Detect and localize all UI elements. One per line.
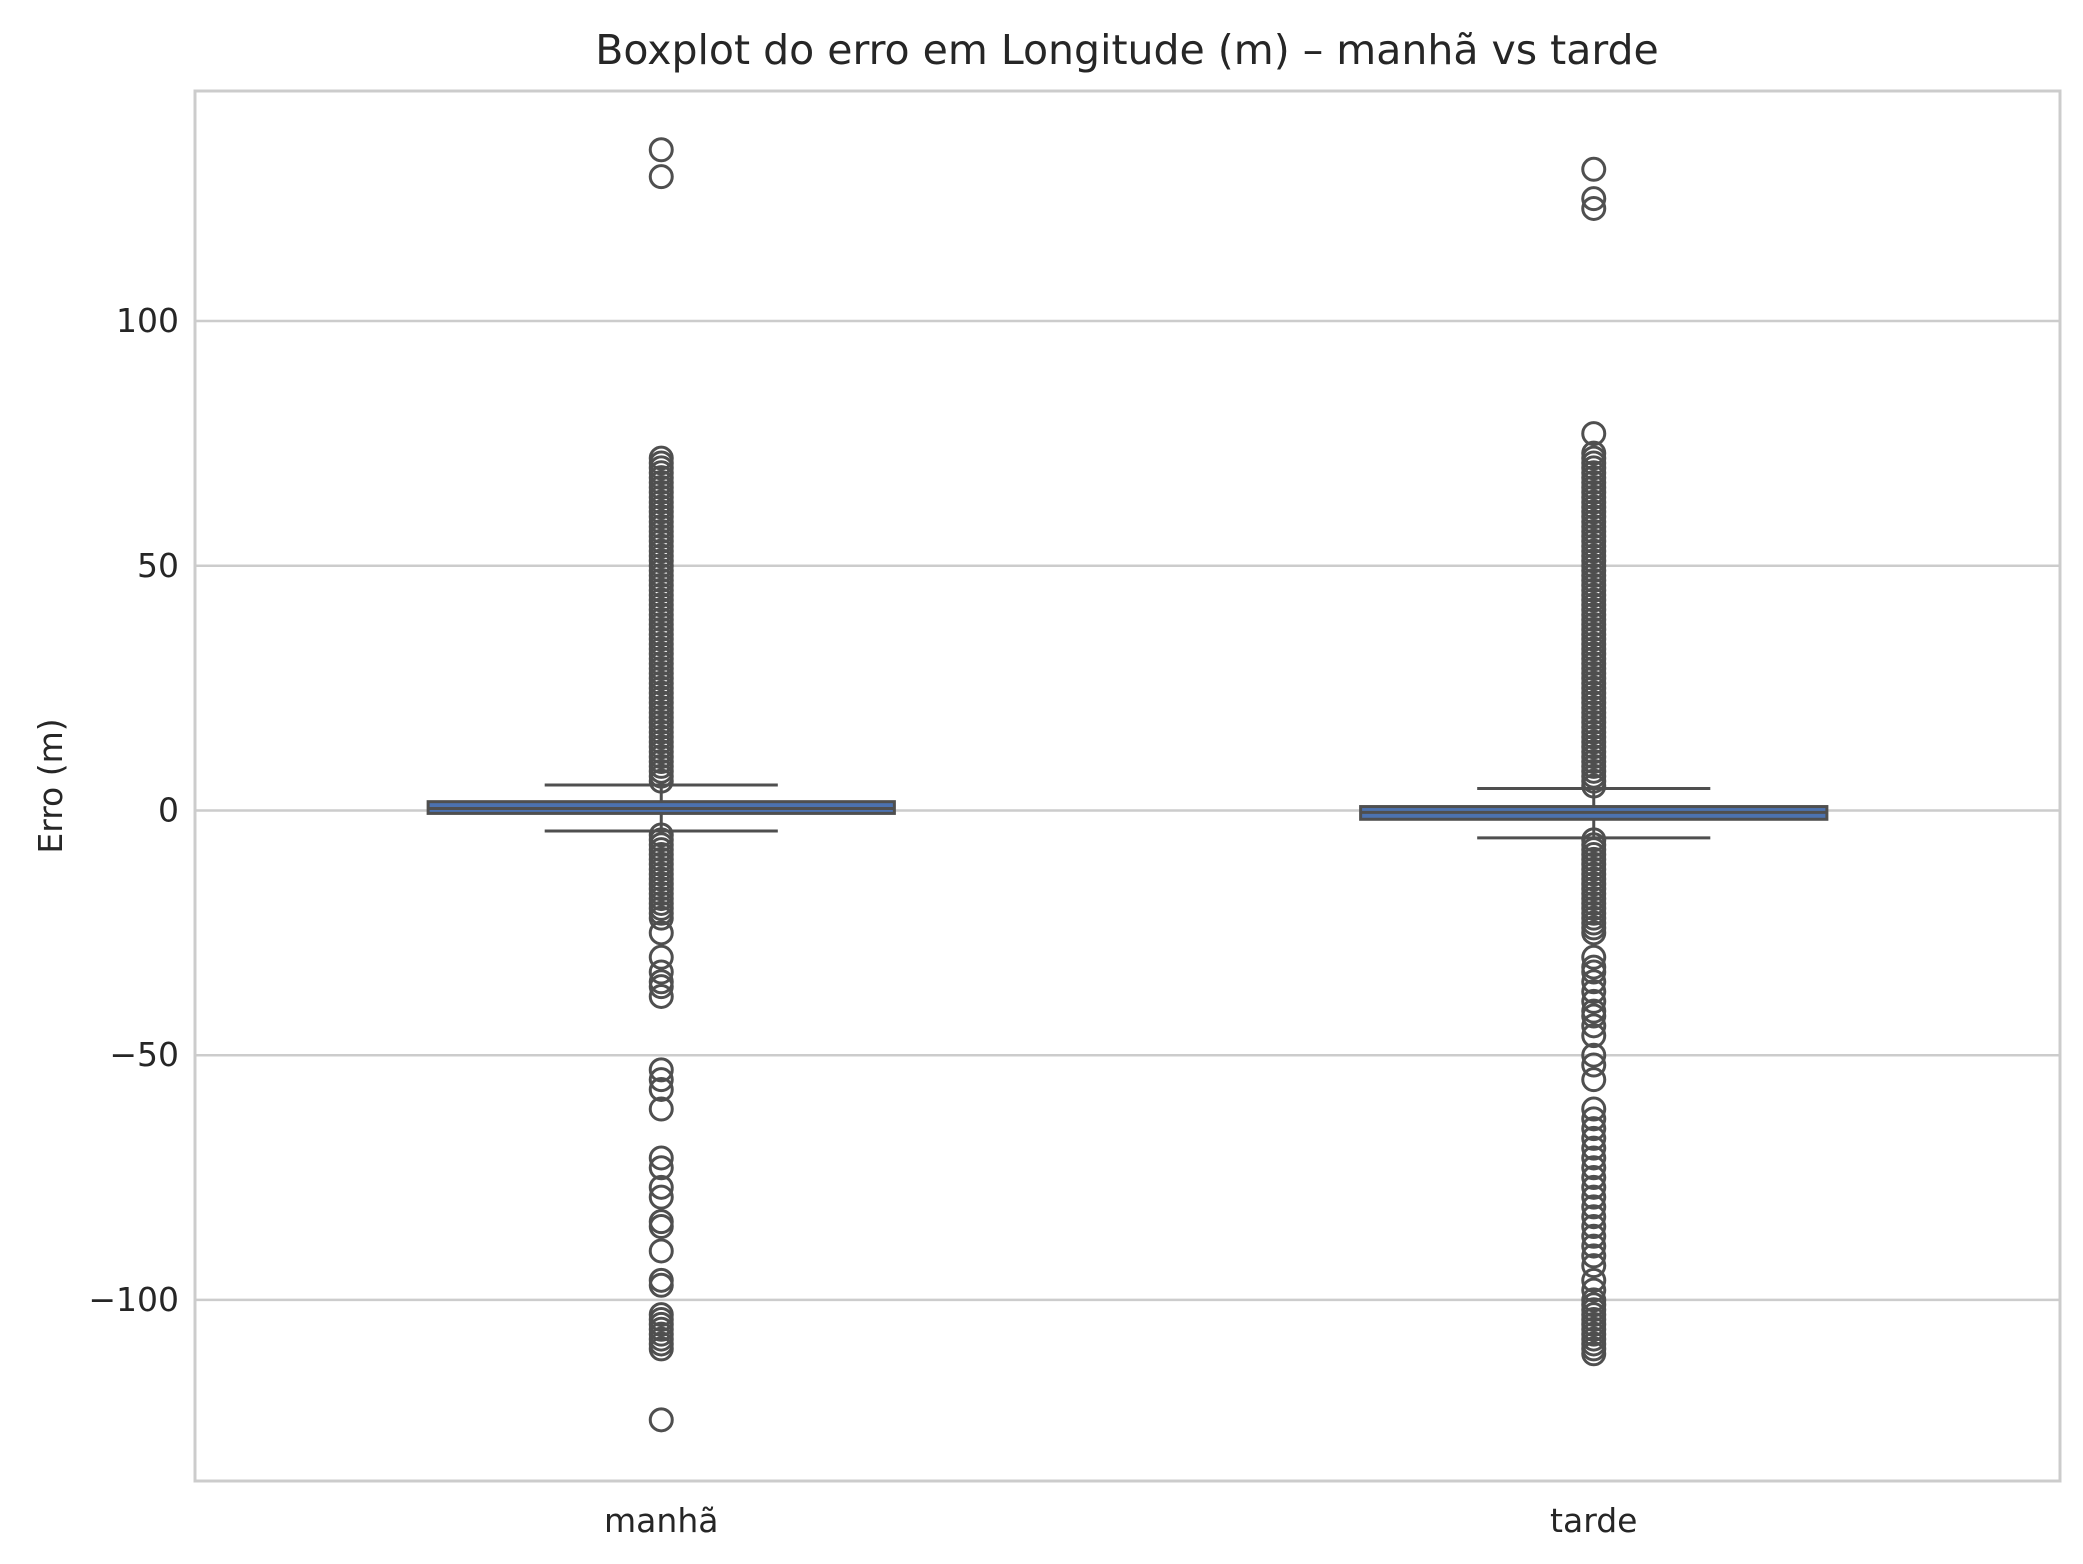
- outlier-point: [1581, 959, 1607, 985]
- outlier-point: [1581, 156, 1607, 182]
- outlier-point: [1581, 421, 1607, 447]
- outlier-point: [1581, 1106, 1607, 1132]
- outlier-point: [1581, 1165, 1607, 1191]
- outlier-point: [648, 944, 674, 970]
- outlier-point: [648, 1336, 674, 1362]
- x-tick-label: manhã: [604, 1501, 718, 1540]
- outlier-point: [648, 905, 674, 931]
- outlier-point: [1581, 1067, 1607, 1093]
- chart-title: Boxplot do erro em Longitude (m) – manhã…: [595, 26, 1658, 74]
- outlier-point: [1581, 1243, 1607, 1269]
- outlier-point: [1581, 1125, 1607, 1151]
- outlier-point: [648, 1213, 674, 1239]
- outlier-point: [1581, 944, 1607, 970]
- outlier-point: [1581, 1023, 1607, 1049]
- outlier-point: [648, 1407, 674, 1433]
- y-axis-label: Erro (m): [31, 718, 70, 853]
- outlier-layer: [648, 137, 1607, 1433]
- outlier-point: [648, 1272, 674, 1298]
- outlier-point: [1581, 1096, 1607, 1122]
- outlier-point: [648, 1145, 674, 1171]
- y-tick-label: 50: [137, 546, 179, 585]
- outlier-point: [648, 1057, 674, 1083]
- outlier-point: [1581, 1013, 1607, 1039]
- outlier-point: [1581, 773, 1607, 799]
- outlier-point: [1581, 1145, 1607, 1171]
- box-group: [426, 783, 896, 833]
- outlier-point: [648, 1067, 674, 1093]
- outlier-point: [1581, 1213, 1607, 1239]
- outlier-point: [648, 1155, 674, 1181]
- plot-frame: [193, 89, 2062, 1483]
- outlier-point: [1581, 1155, 1607, 1181]
- outlier-point: [1581, 1052, 1607, 1078]
- outlier-point: [648, 1238, 674, 1264]
- outlier-point: [1581, 1174, 1607, 1200]
- outlier-point: [1581, 1233, 1607, 1259]
- outlier-point: [648, 1184, 674, 1210]
- outlier-point: [1581, 186, 1607, 212]
- outlier-point: [648, 1096, 674, 1122]
- outlier-point: [1581, 195, 1607, 221]
- outlier-point: [1581, 1135, 1607, 1161]
- outlier-point: [1581, 1267, 1607, 1293]
- y-tick-labels: 100 50 0 −50 −100: [88, 301, 179, 1319]
- y-tick-label: −50: [109, 1035, 179, 1074]
- outlier-point: [1581, 1116, 1607, 1142]
- outlier-point: [1581, 1253, 1607, 1279]
- outlier-point: [1581, 1003, 1607, 1029]
- outlier-point: [1581, 1204, 1607, 1230]
- outlier-point: [648, 164, 674, 190]
- outlier-point: [648, 1076, 674, 1102]
- outlier-point: [1581, 1223, 1607, 1249]
- x-tick-label: tarde: [1550, 1501, 1637, 1540]
- y-tick-label: −100: [88, 1280, 179, 1319]
- outlier-point: [1581, 979, 1607, 1005]
- outlier-point: [1581, 1277, 1607, 1303]
- outlier-point: [1581, 1184, 1607, 1210]
- outlier-point: [648, 983, 674, 1009]
- outlier-point: [648, 137, 674, 163]
- outlier-point: [1581, 920, 1607, 946]
- outlier-point: [1581, 1194, 1607, 1220]
- y-tick-label: 100: [116, 301, 179, 340]
- outlier-point: [1581, 1341, 1607, 1367]
- outlier-point: [1581, 988, 1607, 1014]
- outlier-point: [648, 1174, 674, 1200]
- outlier-point: [648, 920, 674, 946]
- outlier-point: [1581, 969, 1607, 995]
- outlier-point: [648, 959, 674, 985]
- outlier-point: [648, 974, 674, 1000]
- outlier-point: [648, 768, 674, 794]
- outlier-point: [1581, 1042, 1607, 1068]
- y-tick-label: 0: [158, 790, 179, 829]
- x-tick-labels: manhã tarde: [604, 1501, 1637, 1540]
